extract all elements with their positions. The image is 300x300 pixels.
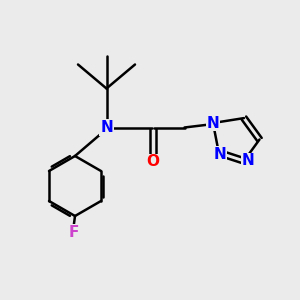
Text: F: F bbox=[68, 225, 79, 240]
Text: N: N bbox=[100, 120, 113, 135]
Text: N: N bbox=[214, 147, 227, 162]
Text: O: O bbox=[146, 154, 160, 169]
Text: N: N bbox=[242, 153, 255, 168]
Text: N: N bbox=[207, 116, 219, 130]
